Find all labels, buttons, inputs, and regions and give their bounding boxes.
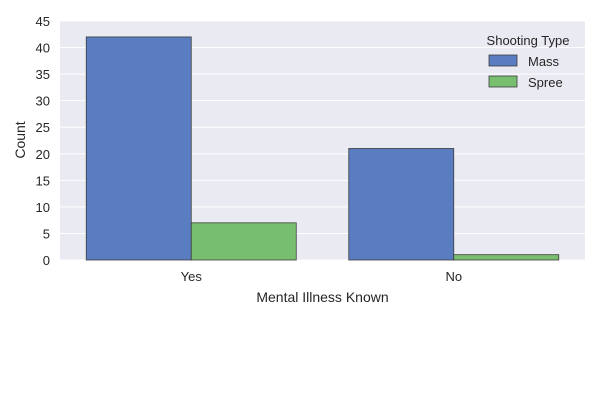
y-tick-label: 0: [43, 253, 50, 268]
y-tick-label: 15: [36, 173, 50, 188]
y-tick-label: 45: [36, 14, 50, 29]
legend-title: Shooting Type: [487, 33, 570, 48]
y-tick-label: 5: [43, 226, 50, 241]
y-tick-label: 25: [36, 120, 50, 135]
legend-label-spree: Spree: [528, 75, 563, 90]
x-tick-label: Yes: [181, 269, 203, 284]
y-axis-label: Count: [12, 121, 28, 158]
bar-mass-yes: [85, 36, 192, 261]
y-tick-labels: 0 5 10 15 20 25 30 35 40 45: [36, 14, 50, 268]
y-tick-label: 40: [36, 41, 50, 56]
legend: Shooting Type Mass Spree: [487, 33, 570, 90]
y-tick-label: 30: [36, 94, 50, 109]
legend-label-mass: Mass: [528, 54, 560, 69]
bar-spree-no: [453, 254, 560, 261]
y-tick-label: 10: [36, 200, 50, 215]
x-tick-label: No: [445, 269, 462, 284]
y-tick-label: 35: [36, 67, 50, 82]
bar-mass-no: [348, 148, 455, 261]
bar-spree-yes: [190, 222, 297, 261]
legend-swatch-mass: [488, 54, 518, 67]
x-axis-label: Mental Illness Known: [256, 289, 388, 305]
x-tick-labels: Yes No: [181, 269, 462, 284]
bars: [85, 36, 560, 261]
legend-swatch-spree: [488, 75, 518, 88]
y-tick-label: 20: [36, 147, 50, 162]
